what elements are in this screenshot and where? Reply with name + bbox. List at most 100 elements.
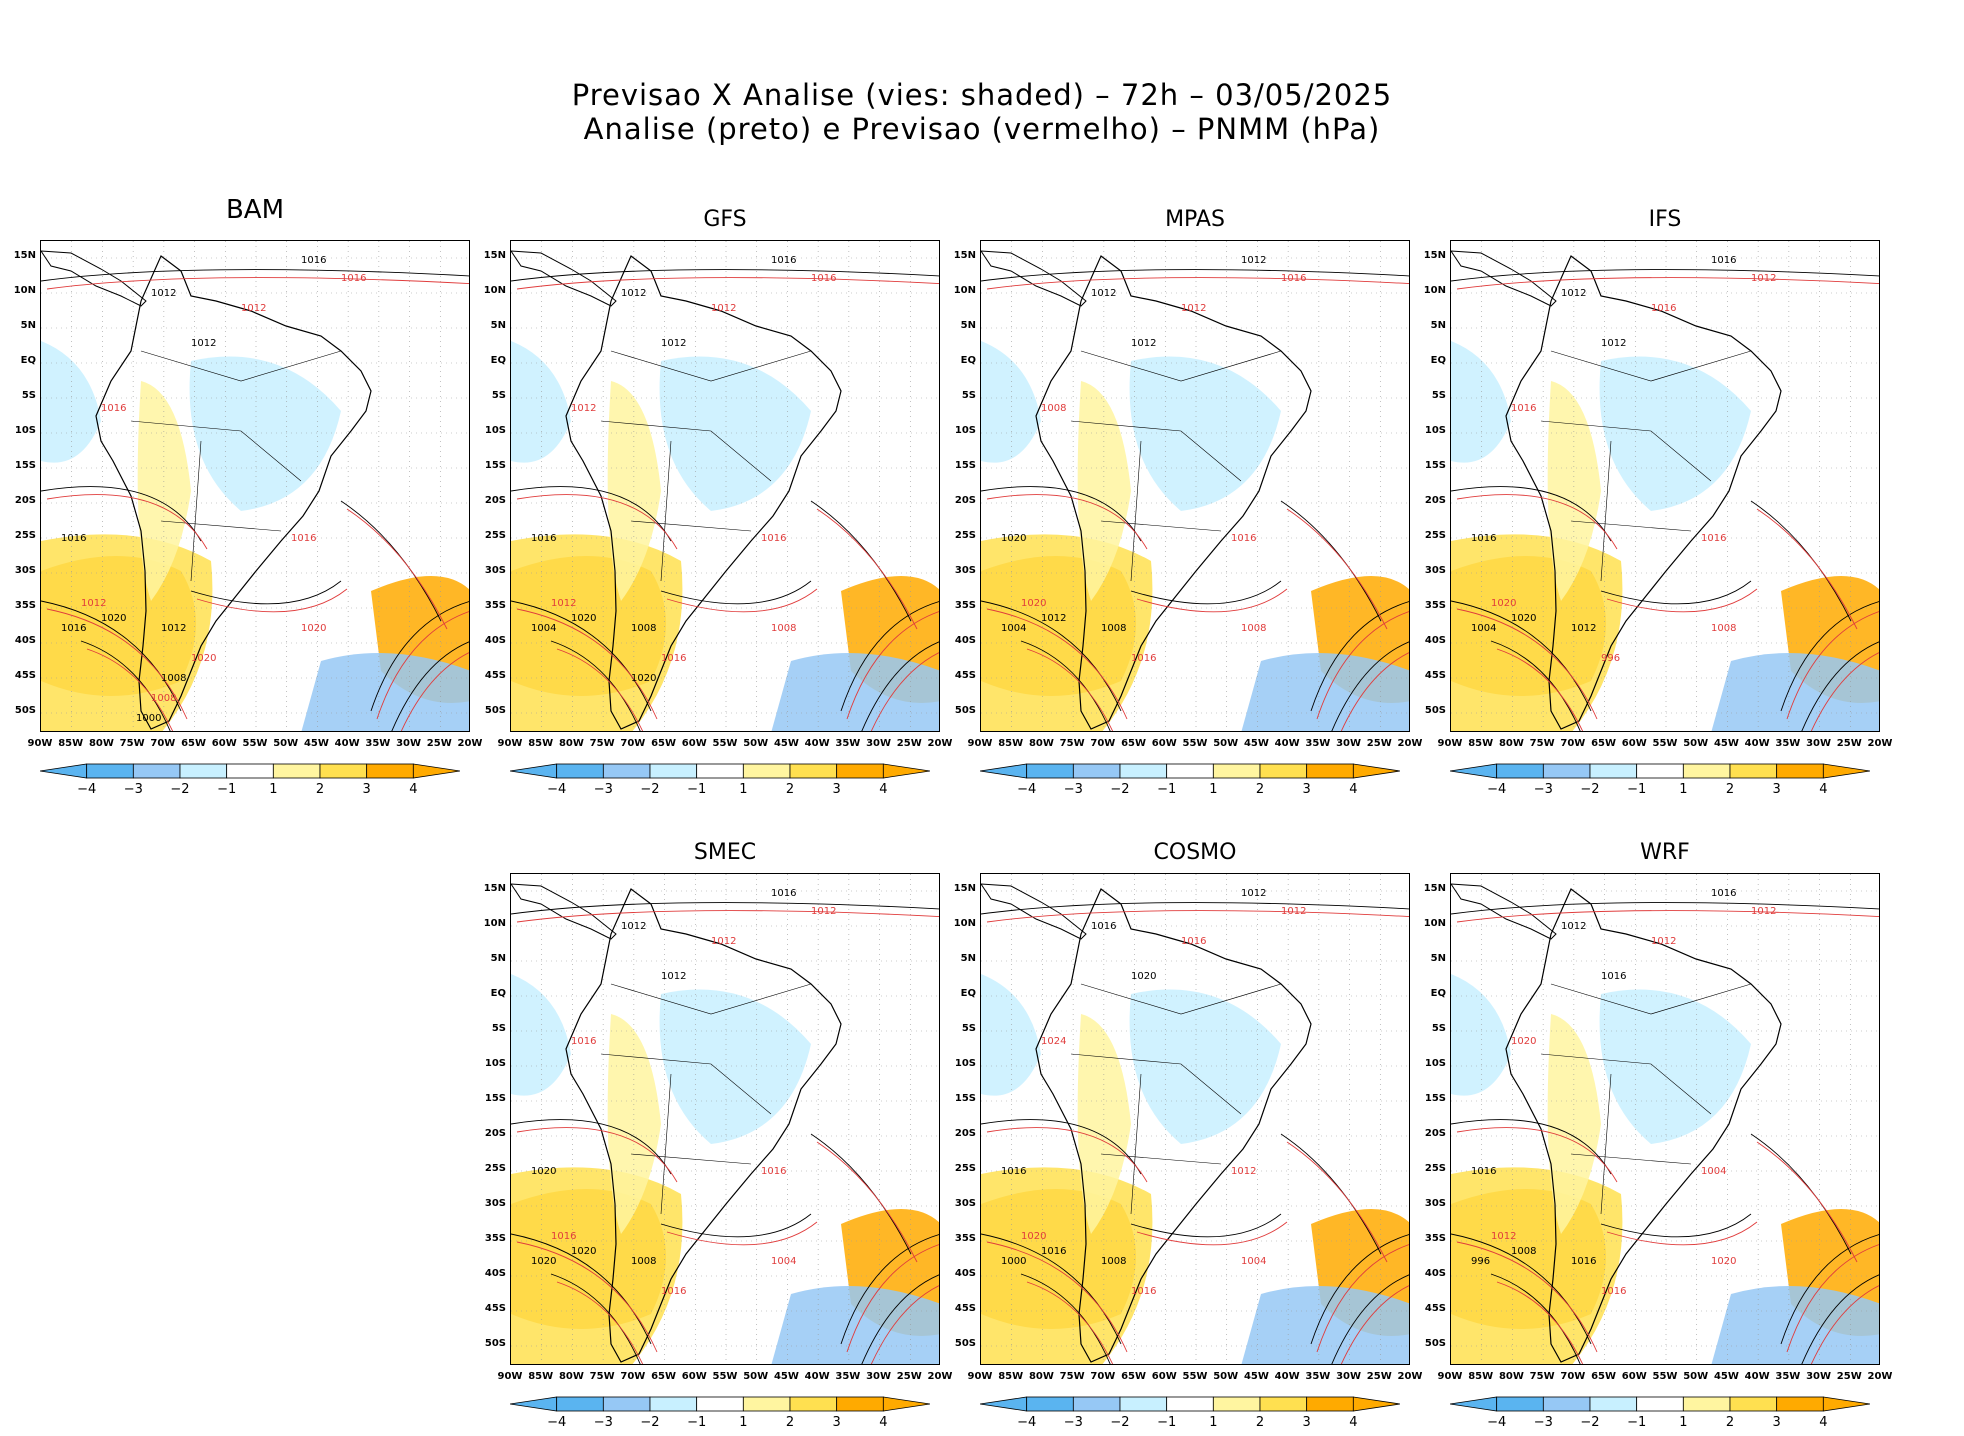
analysis-isobar xyxy=(550,640,641,731)
colorbar-segment xyxy=(1589,763,1638,779)
colorbar-label: 1 xyxy=(739,1415,748,1430)
contour-label: 1004 xyxy=(1241,1256,1266,1267)
lon-tick-label: 90W xyxy=(1437,738,1463,749)
contour-label: 1008 xyxy=(771,623,796,634)
lon-tick-label: 75W xyxy=(1529,738,1555,749)
colorbar-label: 4 xyxy=(1819,1415,1828,1430)
colorbar-label: 3 xyxy=(832,1415,841,1430)
colorbar-right-arrow xyxy=(882,763,931,779)
contour-label: 1016 xyxy=(1001,1166,1026,1177)
lat-tick-label: 35S xyxy=(1424,600,1446,611)
colorbar-label: 2 xyxy=(1725,1415,1735,1430)
lat-tick-label: 10S xyxy=(1424,1058,1446,1069)
lat-tick-label: 5S xyxy=(491,1023,506,1034)
contour-label: 1016 xyxy=(1711,255,1736,266)
forecast-isobar xyxy=(1456,910,1879,923)
lat-tick-label: 15S xyxy=(14,460,36,471)
lon-tick-label: 90W xyxy=(497,738,523,749)
panel-wrf: WRF 15N 10N 5N EQ 5S 10S 15S 20S 25S 30S 35S 40S 45S 5… xyxy=(1410,828,1893,1430)
south-america-coastline xyxy=(1505,888,1782,1363)
colorbar-segment xyxy=(1636,1396,1684,1412)
lat-tick-label: 45S xyxy=(484,1303,506,1314)
lon-tick-label: 20W xyxy=(1397,1371,1423,1382)
colorbar-left-arrow xyxy=(509,1396,558,1412)
contour-label: 1016 xyxy=(291,533,316,544)
bias-map: 1012 1016 1012 1012 1012 1008 1020 1020 1012 1016… xyxy=(980,240,1410,732)
lon-tick-label: 55W xyxy=(1652,738,1678,749)
forecast-isobar xyxy=(1810,652,1879,731)
lat-tick-label: 15N xyxy=(483,883,506,894)
contour-label: 1004 xyxy=(771,1256,796,1267)
colorbar-segment xyxy=(1026,763,1074,779)
map-svg: 1016 1016 1012 1012 1012 1012 1016 1012 1020 1016… xyxy=(511,241,939,731)
contour-label: 1016 xyxy=(761,533,786,544)
lat-tick-label: 35S xyxy=(954,600,976,611)
forecast-isobar xyxy=(556,1281,644,1364)
contour-label: 1012 xyxy=(571,403,596,414)
lon-tick-label: 90W xyxy=(27,738,53,749)
lon-tick-label: 30W xyxy=(396,738,422,749)
forecast-isobar xyxy=(1456,494,1618,550)
country-border xyxy=(610,983,812,1015)
lon-tick-label: 70W xyxy=(620,738,646,749)
colorbar-segment xyxy=(366,763,414,779)
lon-tick-label: 90W xyxy=(497,1371,523,1382)
bias-map: 1016 1012 1012 1012 1016 1020 1016 1012 1008 1004… xyxy=(1450,873,1880,1365)
contour-label: 1008 xyxy=(631,1256,656,1267)
colorbar-segment xyxy=(1496,1396,1544,1412)
colorbar-label: −4 xyxy=(1017,782,1037,797)
lon-tick-label: 60W xyxy=(1151,738,1177,749)
colorbar-label: −1 xyxy=(687,1415,707,1430)
south-america-coastline xyxy=(565,888,842,1363)
forecast-isobar xyxy=(986,277,1409,290)
forecast-isobar xyxy=(1756,508,1858,630)
colorbar-segment xyxy=(1306,763,1354,779)
contour-label: 1012 xyxy=(1181,303,1206,314)
colorbar-label: 1 xyxy=(1679,782,1688,797)
analysis-isobar xyxy=(810,500,912,622)
contour-label: 1012 xyxy=(191,338,216,349)
forecast-isobar xyxy=(986,608,1128,720)
lat-tick-label: EQ xyxy=(1430,355,1446,366)
contour-label: 1016 xyxy=(1131,1286,1156,1297)
forecast-isobar xyxy=(516,910,939,923)
country-border xyxy=(1080,350,1282,382)
colorbar-left-arrow xyxy=(979,1396,1028,1412)
lat-tick-label: EQ xyxy=(960,355,976,366)
lon-tick-label: 30W xyxy=(1806,1371,1832,1382)
bias-positive-sw-outer xyxy=(981,534,1153,731)
colorbar-label: 1 xyxy=(739,782,748,797)
colorbar-left-arrow xyxy=(1449,763,1498,779)
panel-title: GFS xyxy=(703,207,747,232)
colorbar-segment xyxy=(1682,1396,1731,1412)
bias-negative-se xyxy=(1241,653,1409,731)
contour-label: 1020 xyxy=(1001,533,1026,544)
colorbar-segment xyxy=(1119,763,1168,779)
lat-tick-label: 25S xyxy=(954,1163,976,1174)
contour-label: 1012 xyxy=(241,303,266,314)
lat-tick-label: 10N xyxy=(483,285,506,296)
lon-tick-label: 80W xyxy=(558,738,584,749)
forecast-isobar xyxy=(1340,1285,1409,1364)
forecast-isobar xyxy=(1026,1281,1114,1364)
forecast-isobar xyxy=(1316,611,1409,720)
lon-tick-label: 75W xyxy=(1059,738,1085,749)
colorbar-label: 3 xyxy=(1772,1415,1781,1430)
contour-label: 1016 xyxy=(1231,533,1256,544)
colorbar-label: 1 xyxy=(1209,1415,1218,1430)
lon-tick-label: 85W xyxy=(528,1371,554,1382)
analysis-isobar xyxy=(981,600,1122,712)
forecast-isobar xyxy=(816,1141,918,1263)
bias-negative-pacific xyxy=(1451,974,1511,1096)
lat-tick-label: 40S xyxy=(14,635,36,646)
lat-tick-label: 30S xyxy=(14,565,36,576)
forecast-isobar xyxy=(1810,1285,1879,1364)
contour-label: 1024 xyxy=(1041,1036,1066,1047)
colorbar-segment xyxy=(1636,763,1684,779)
country-border xyxy=(140,350,342,382)
lon-tick-label: 35W xyxy=(365,738,391,749)
map-svg: 1016 1012 1012 1012 1012 1016 1020 1016 1020 1016… xyxy=(511,874,939,1364)
colorbar-segment xyxy=(1542,1396,1591,1412)
lat-tick-label: 5N xyxy=(960,953,976,964)
analysis-isobar xyxy=(981,1119,1142,1175)
